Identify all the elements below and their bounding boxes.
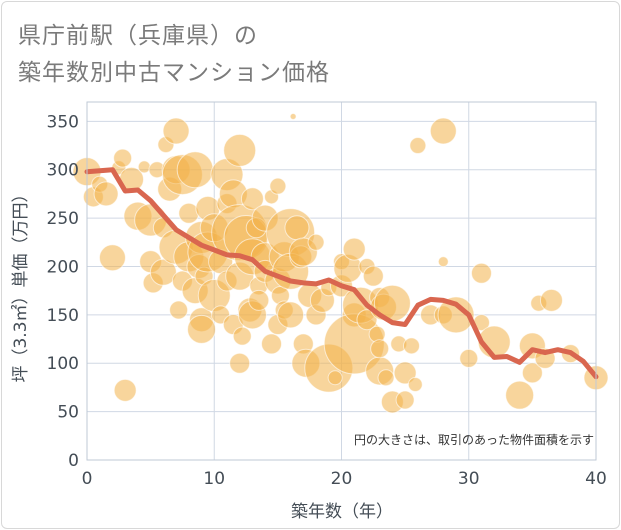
data-bubble bbox=[269, 177, 287, 195]
data-bubble bbox=[356, 309, 378, 331]
axes: 0 50 100 150 200 250 300 350 0 10 20 30 40 bbox=[47, 101, 607, 489]
data-bubble bbox=[93, 181, 119, 207]
x-tick-label: 20 bbox=[331, 469, 353, 489]
data-bubble bbox=[539, 288, 563, 312]
y-tick-label: 0 bbox=[68, 451, 79, 471]
size-annotation: 円の大きさは、取引のあった物件面積を示す bbox=[354, 432, 594, 447]
data-bubble bbox=[284, 215, 310, 241]
data-bubble bbox=[169, 300, 189, 320]
data-bubble bbox=[113, 378, 137, 402]
data-bubble bbox=[407, 377, 423, 393]
data-bubble bbox=[370, 339, 390, 359]
y-tick-label: 150 bbox=[47, 306, 79, 326]
data-bubble bbox=[505, 380, 535, 410]
data-bubble bbox=[409, 137, 427, 155]
chart-title-line1: 県庁前駅（兵庫県）の bbox=[18, 23, 258, 49]
y-tick-label: 350 bbox=[47, 112, 79, 132]
average-price-line bbox=[84, 167, 599, 380]
data-bubble bbox=[240, 187, 264, 211]
data-bubble bbox=[187, 314, 217, 344]
data-bubble bbox=[393, 361, 417, 385]
x-tick-label: 30 bbox=[458, 469, 480, 489]
data-bubble bbox=[162, 117, 190, 145]
y-tick-label: 200 bbox=[47, 257, 79, 277]
data-bubble bbox=[149, 258, 177, 286]
data-bubble bbox=[395, 390, 415, 410]
data-bubble bbox=[521, 362, 543, 384]
data-bubble bbox=[229, 352, 251, 374]
bubble-layer bbox=[72, 113, 609, 414]
data-bubble bbox=[470, 262, 492, 284]
data-bubble bbox=[327, 370, 343, 386]
data-bubble bbox=[429, 117, 457, 145]
x-tick-label: 0 bbox=[82, 469, 93, 489]
data-bubble bbox=[307, 233, 325, 251]
data-bubble bbox=[377, 369, 395, 387]
plot-border bbox=[86, 101, 597, 461]
data-bubble bbox=[437, 296, 475, 334]
chart-title-line2: 築年数別中古マンション価格 bbox=[18, 60, 330, 86]
line-layer bbox=[84, 167, 599, 380]
data-bubble bbox=[277, 301, 305, 329]
y-tick-label: 250 bbox=[47, 209, 79, 229]
data-bubble bbox=[459, 348, 479, 368]
data-bubble bbox=[98, 244, 126, 272]
data-bubble bbox=[261, 333, 283, 355]
x-tick-label: 10 bbox=[203, 469, 225, 489]
data-bubble bbox=[232, 326, 252, 346]
data-bubble bbox=[289, 113, 297, 121]
y-tick-label: 100 bbox=[47, 354, 79, 374]
data-bubble bbox=[223, 133, 257, 167]
data-bubble bbox=[113, 148, 133, 168]
data-bubble bbox=[248, 289, 270, 311]
y-tick-label: 300 bbox=[47, 161, 79, 181]
x-axis-label: 築年数（年） bbox=[291, 502, 393, 522]
x-tick-label: 40 bbox=[585, 469, 607, 489]
data-bubble bbox=[402, 337, 420, 355]
data-bubble bbox=[437, 256, 449, 268]
data-bubble bbox=[342, 237, 366, 261]
data-bubble bbox=[137, 160, 151, 174]
data-bubble bbox=[176, 151, 214, 189]
y-tick-label: 50 bbox=[57, 403, 79, 423]
y-axis-label: 坪（3.3㎡）単価（万円） bbox=[11, 185, 31, 382]
data-bubble bbox=[362, 265, 384, 287]
